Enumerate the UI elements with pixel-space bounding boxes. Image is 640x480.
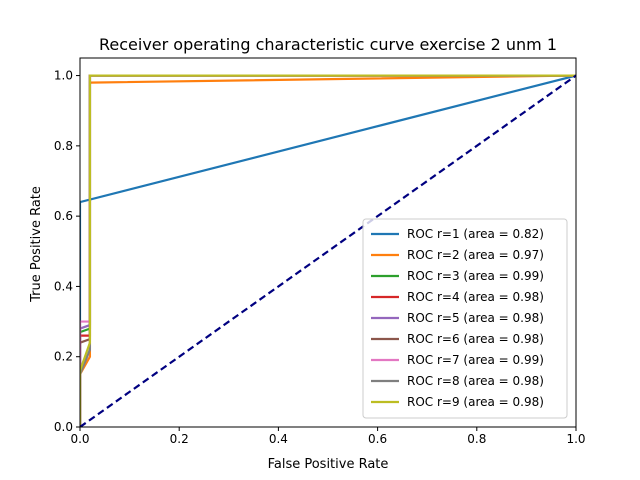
y-tick-label: 0.0: [54, 420, 73, 434]
legend-label-r8: ROC r=8 (area = 0.98): [407, 374, 544, 388]
y-tick-label: 0.6: [54, 209, 73, 223]
x-tick-label: 0.8: [467, 432, 486, 446]
x-tick-label: 0.6: [368, 432, 387, 446]
legend-label-r6: ROC r=6 (area = 0.98): [407, 332, 544, 346]
legend-label-r7: ROC r=7 (area = 0.99): [407, 353, 544, 367]
legend-label-r2: ROC r=2 (area = 0.97): [407, 248, 544, 262]
legend-label-r3: ROC r=3 (area = 0.99): [407, 269, 544, 283]
x-tick-label: 1.0: [566, 432, 585, 446]
curves-group: [80, 74, 576, 427]
reference-diagonal-line: [80, 74, 576, 427]
legend-label-r5: ROC r=5 (area = 0.98): [407, 311, 544, 325]
legend-label-r9: ROC r=9 (area = 0.98): [407, 395, 544, 409]
plot-area: 0.0 0.2 0.4 0.6 0.8 1.0 0.0 0.2 0.4 0.6 0.8 1.0 ROC …: [54, 57, 586, 446]
legend-label-r1: ROC r=1 (area = 0.82): [407, 227, 544, 241]
y-tick-label: 0.4: [54, 279, 73, 293]
y-axis-label: True Positive Rate: [29, 186, 44, 303]
chart-title: Receiver operating characteristic curve …: [99, 35, 557, 54]
y-tick-label: 0.8: [54, 139, 73, 153]
legend-label-r4: ROC r=4 (area = 0.98): [407, 290, 544, 304]
roc-curve-r1: [80, 74, 576, 427]
legend-box: [362, 218, 568, 419]
legend: ROC r=1 (area = 0.82) ROC r=2 (area = 0.9…: [362, 218, 568, 419]
y-tick-label: 0.2: [54, 350, 73, 364]
x-tick-label: 0.4: [269, 432, 288, 446]
x-tick-label: 0.0: [70, 432, 89, 446]
roc-curve-r9: [80, 74, 576, 427]
y-tick-label: 1.0: [54, 69, 73, 83]
x-axis-label: False Positive Rate: [268, 457, 389, 472]
roc-curve-r2: [80, 74, 576, 427]
axes-frame: [79, 57, 577, 428]
x-tick-label: 0.2: [170, 432, 189, 446]
